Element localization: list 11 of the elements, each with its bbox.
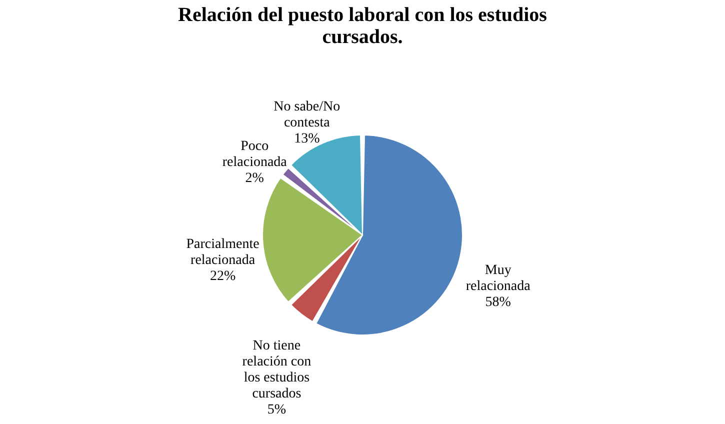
- slice-label: Poco relacionada: [222, 138, 288, 170]
- data-label: 2%: [245, 170, 264, 186]
- data-label: 58%: [485, 294, 512, 310]
- data-label: 5%: [267, 402, 286, 418]
- data-label: 13%: [294, 132, 320, 147]
- data-label: 22%: [210, 268, 236, 284]
- slice-label: No sabe/No contesta: [274, 100, 340, 131]
- chart-title: Relación del puesto laboral con los estudios cursados.: [178, 4, 548, 48]
- slice-label: Muy relacionada: [466, 262, 532, 294]
- slice-label: No tiene relación con los estudios cursados: [242, 338, 312, 402]
- slice-label: Parcialmente relacionada: [186, 236, 260, 268]
